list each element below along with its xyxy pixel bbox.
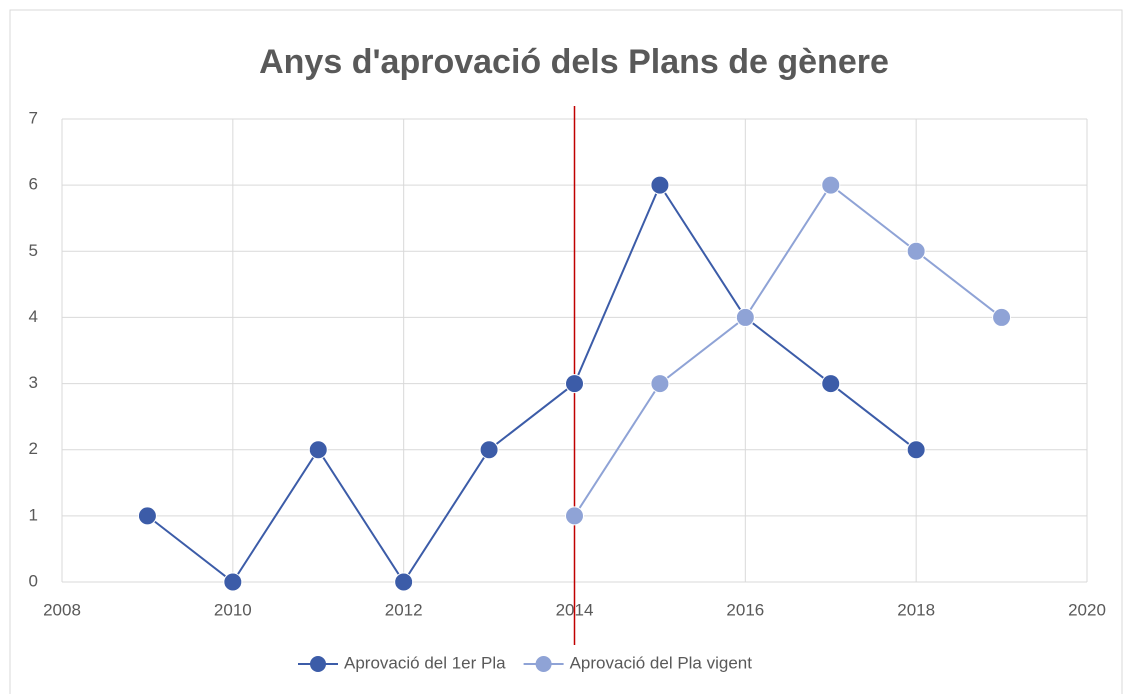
legend-label: Aprovació del Pla vigent <box>570 653 753 672</box>
data-point <box>906 440 926 460</box>
data-point <box>565 506 584 526</box>
legend-marker <box>535 656 552 672</box>
data-point <box>565 374 584 394</box>
y-tick-label: 3 <box>29 373 38 392</box>
data-point <box>992 307 1012 327</box>
data-point <box>223 572 243 592</box>
data-point <box>650 374 670 394</box>
y-tick-label: 0 <box>29 571 38 590</box>
data-point <box>650 175 670 195</box>
data-point <box>821 175 841 195</box>
y-tick-label: 2 <box>29 439 38 458</box>
data-point <box>906 241 926 261</box>
x-tick-label: 2020 <box>1068 600 1106 619</box>
x-tick-label: 2010 <box>214 600 252 619</box>
data-point <box>479 440 499 460</box>
y-tick-label: 6 <box>29 175 38 194</box>
y-tick-label: 5 <box>29 241 38 260</box>
data-point <box>735 307 755 327</box>
y-tick-label: 4 <box>29 307 38 326</box>
x-tick-label: 2018 <box>897 600 935 619</box>
data-point <box>308 440 328 460</box>
x-tick-label: 2012 <box>385 600 423 619</box>
data-point <box>394 572 414 592</box>
data-point <box>137 506 157 526</box>
series-line <box>573 183 1003 517</box>
legend-label: Aprovació del 1er Pla <box>344 653 506 672</box>
y-tick-label: 7 <box>29 108 38 127</box>
chart-title: Anys d'aprovació dels Plans de gènere <box>259 43 889 81</box>
data-point <box>821 374 841 394</box>
series-line <box>146 183 917 584</box>
x-tick-label: 2016 <box>726 600 764 619</box>
chart-frame <box>9 9 1123 694</box>
legend-marker <box>310 656 326 672</box>
x-tick-label: 2008 <box>43 600 81 619</box>
y-tick-label: 1 <box>29 505 38 524</box>
